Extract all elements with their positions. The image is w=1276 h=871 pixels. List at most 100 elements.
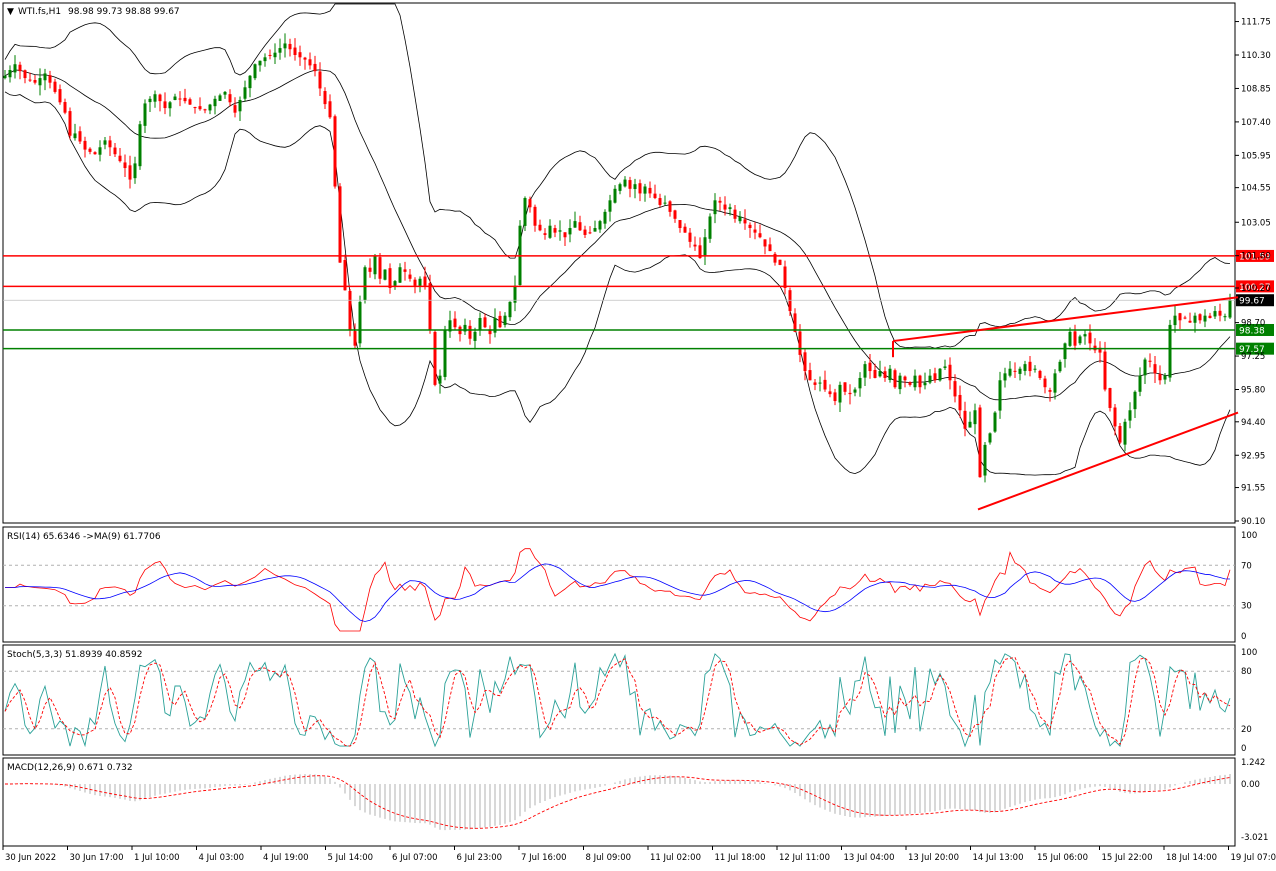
macd-tick-label: -3.021 xyxy=(1241,833,1268,843)
candle-body xyxy=(184,98,187,101)
price-tick-label: 103.05 xyxy=(1241,218,1271,228)
candle-body xyxy=(714,200,717,214)
candle-body xyxy=(814,382,817,384)
time-label: 6 Jul 23:00 xyxy=(457,853,503,863)
candle-body xyxy=(624,180,627,187)
candle-body xyxy=(1059,362,1062,371)
candle-body xyxy=(704,237,707,255)
candle-body xyxy=(319,71,322,88)
candle-body xyxy=(99,147,102,154)
candle-body xyxy=(204,109,207,110)
candle-body xyxy=(74,133,77,138)
candle-body xyxy=(1064,343,1067,359)
candle-body xyxy=(894,370,897,387)
candle-body xyxy=(164,101,167,108)
candle-body xyxy=(619,184,622,191)
candle-body xyxy=(39,78,42,85)
candle-body xyxy=(554,228,557,233)
price-tick-label: 94.40 xyxy=(1241,418,1265,428)
candle-body xyxy=(324,91,327,104)
candle-body xyxy=(639,183,642,193)
candle-body xyxy=(584,230,587,235)
macd-label: MACD(12,26,9) 0.671 0.732 xyxy=(7,763,133,773)
candle-body xyxy=(379,257,382,279)
candle-body xyxy=(1189,321,1192,323)
candle-body xyxy=(1144,360,1147,376)
candle-body xyxy=(314,64,317,71)
candle-body xyxy=(374,256,377,275)
rsi-label: RSI(14) 65.6346 ->MA(9) 61.7706 xyxy=(7,532,161,542)
candle-body xyxy=(189,99,192,104)
candle-body xyxy=(434,332,437,385)
candle-body xyxy=(749,225,752,228)
candle-body xyxy=(669,201,672,212)
candle-body xyxy=(29,80,32,81)
candle-body xyxy=(394,281,397,286)
candle-body xyxy=(469,326,472,339)
candle-body xyxy=(599,221,602,229)
candle-body xyxy=(569,228,572,234)
candle-body xyxy=(874,370,877,378)
candle-body xyxy=(789,290,792,311)
candle-body xyxy=(989,433,992,442)
candle-body xyxy=(954,381,957,396)
candle-body xyxy=(104,140,107,144)
candle-body xyxy=(339,186,342,262)
candle-body xyxy=(964,411,967,429)
candle-body xyxy=(299,52,302,57)
candle-body xyxy=(529,199,532,207)
time-label: 13 Jul 20:00 xyxy=(908,853,959,863)
time-label: 4 Jul 19:00 xyxy=(263,853,309,863)
candle-body xyxy=(154,94,157,101)
candle-body xyxy=(1179,313,1182,320)
candle-body xyxy=(919,376,922,388)
candle-body xyxy=(359,302,362,343)
stoch-label: Stoch(5,3,3) 51.8939 40.8592 xyxy=(7,650,142,660)
candle-body xyxy=(1024,364,1027,371)
candle-body xyxy=(939,369,942,381)
candle-body xyxy=(614,189,617,203)
price-tick-label: 90.10 xyxy=(1241,517,1265,527)
symbol-label: WTI.fs,H1 xyxy=(18,7,61,17)
candle-body xyxy=(559,230,562,231)
candle-body xyxy=(1079,336,1082,343)
candle-body xyxy=(499,316,502,327)
candle-body xyxy=(949,365,952,381)
candle-body xyxy=(439,376,442,384)
candle-body xyxy=(1194,316,1197,323)
candle-body xyxy=(1224,316,1227,317)
candle-body xyxy=(239,100,242,111)
candle-body xyxy=(389,268,392,288)
candle-body xyxy=(839,385,842,403)
dropdown-arrow-icon[interactable]: ▼ xyxy=(7,7,14,17)
candle-body xyxy=(4,76,7,78)
candle-body xyxy=(409,275,412,279)
price-tick-label: 110.30 xyxy=(1241,51,1271,61)
candle-body xyxy=(759,233,762,237)
candle-body xyxy=(544,233,547,235)
price-tick-label: 95.80 xyxy=(1241,386,1265,396)
candle-body xyxy=(269,55,272,56)
candle-body xyxy=(689,233,692,242)
candle-body xyxy=(274,53,277,57)
candle-body xyxy=(564,232,567,237)
candle-body xyxy=(249,76,252,88)
candle-body xyxy=(109,140,112,147)
candle-body xyxy=(674,210,677,218)
candle-body xyxy=(244,87,247,98)
candle-body xyxy=(1104,352,1107,390)
candle-body xyxy=(484,317,487,327)
candle-body xyxy=(144,103,147,125)
candle-body xyxy=(284,43,287,48)
time-label: 15 Jul 06:00 xyxy=(1037,853,1088,863)
main-panel xyxy=(3,3,1235,523)
candle-body xyxy=(844,382,847,392)
candle-body xyxy=(884,371,887,378)
candle-body xyxy=(869,363,872,371)
candle-body xyxy=(119,156,122,161)
candle-body xyxy=(834,392,837,401)
candle-body xyxy=(1029,362,1032,371)
candle-body xyxy=(124,162,127,168)
candle-body xyxy=(429,283,432,329)
